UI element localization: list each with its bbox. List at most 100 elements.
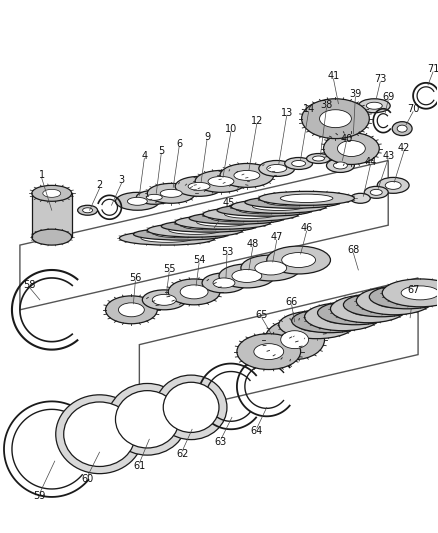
Ellipse shape (56, 395, 143, 474)
Ellipse shape (175, 215, 270, 229)
Ellipse shape (337, 141, 364, 157)
Ellipse shape (381, 279, 438, 307)
Ellipse shape (160, 189, 182, 197)
Ellipse shape (374, 294, 412, 308)
Ellipse shape (105, 296, 157, 324)
Ellipse shape (312, 156, 324, 161)
Text: 53: 53 (220, 247, 233, 257)
Ellipse shape (32, 185, 71, 201)
Ellipse shape (400, 286, 438, 300)
Ellipse shape (168, 279, 219, 305)
Ellipse shape (323, 310, 360, 324)
Polygon shape (32, 193, 71, 237)
Text: 45: 45 (222, 198, 235, 208)
Ellipse shape (376, 177, 408, 193)
Ellipse shape (361, 299, 399, 311)
Ellipse shape (212, 278, 234, 288)
Text: 13: 13 (280, 108, 292, 118)
Ellipse shape (230, 199, 326, 213)
Text: 10: 10 (224, 124, 237, 134)
Ellipse shape (136, 190, 172, 204)
Ellipse shape (301, 99, 368, 139)
Text: 14: 14 (302, 104, 314, 114)
Ellipse shape (240, 255, 300, 281)
Ellipse shape (210, 215, 263, 222)
Ellipse shape (115, 391, 179, 448)
Ellipse shape (43, 189, 60, 197)
Text: 39: 39 (349, 89, 360, 99)
Ellipse shape (252, 202, 304, 211)
Ellipse shape (364, 187, 387, 198)
Ellipse shape (203, 207, 298, 221)
Ellipse shape (64, 402, 135, 466)
Text: 1: 1 (39, 171, 45, 180)
Text: 62: 62 (176, 449, 188, 459)
Ellipse shape (330, 295, 405, 323)
Ellipse shape (280, 194, 332, 203)
Ellipse shape (163, 382, 219, 432)
Ellipse shape (266, 246, 330, 274)
Ellipse shape (182, 223, 235, 230)
Ellipse shape (82, 208, 92, 213)
Ellipse shape (343, 293, 418, 317)
Ellipse shape (357, 99, 389, 112)
Ellipse shape (356, 287, 431, 315)
Ellipse shape (196, 218, 249, 227)
Ellipse shape (253, 344, 283, 360)
Ellipse shape (194, 171, 246, 192)
Ellipse shape (78, 205, 97, 215)
Ellipse shape (169, 226, 221, 235)
Text: 4: 4 (141, 150, 147, 160)
Text: 64: 64 (250, 426, 262, 436)
Ellipse shape (147, 223, 242, 237)
Text: 3: 3 (118, 175, 124, 185)
Text: 61: 61 (133, 461, 145, 471)
Text: 40: 40 (339, 134, 352, 143)
Text: 6: 6 (176, 139, 182, 149)
Text: 47: 47 (270, 232, 282, 242)
Ellipse shape (189, 212, 284, 224)
Ellipse shape (264, 320, 324, 360)
Ellipse shape (224, 210, 276, 219)
Text: 54: 54 (192, 255, 205, 265)
Ellipse shape (304, 303, 379, 330)
Ellipse shape (370, 189, 381, 195)
Ellipse shape (266, 199, 318, 206)
Ellipse shape (219, 264, 274, 288)
Ellipse shape (333, 162, 346, 169)
Text: 58: 58 (24, 280, 36, 290)
Text: 56: 56 (129, 273, 141, 283)
Ellipse shape (317, 301, 392, 325)
Text: 9: 9 (204, 132, 210, 142)
Text: 12: 12 (250, 116, 262, 126)
Ellipse shape (208, 176, 233, 187)
Ellipse shape (291, 160, 305, 166)
Ellipse shape (396, 125, 406, 132)
Text: 59: 59 (34, 491, 46, 501)
Ellipse shape (216, 204, 312, 216)
Text: 2: 2 (96, 180, 102, 190)
Text: 63: 63 (214, 437, 226, 447)
Ellipse shape (254, 261, 286, 275)
Text: 48: 48 (246, 239, 258, 249)
Text: 67: 67 (406, 285, 418, 295)
Ellipse shape (319, 110, 350, 127)
Ellipse shape (323, 133, 378, 165)
Ellipse shape (310, 315, 348, 327)
Ellipse shape (231, 270, 261, 282)
Ellipse shape (180, 285, 208, 299)
Ellipse shape (107, 383, 187, 455)
Ellipse shape (258, 191, 353, 205)
Text: 46: 46 (300, 223, 312, 233)
Ellipse shape (147, 183, 194, 203)
Text: 55: 55 (162, 264, 175, 274)
Ellipse shape (237, 334, 300, 369)
Ellipse shape (387, 291, 425, 303)
Ellipse shape (188, 182, 209, 190)
Ellipse shape (175, 176, 223, 196)
Ellipse shape (244, 196, 339, 208)
Ellipse shape (278, 311, 353, 338)
Ellipse shape (306, 154, 330, 164)
Text: 41: 41 (327, 71, 339, 81)
Ellipse shape (146, 195, 162, 200)
